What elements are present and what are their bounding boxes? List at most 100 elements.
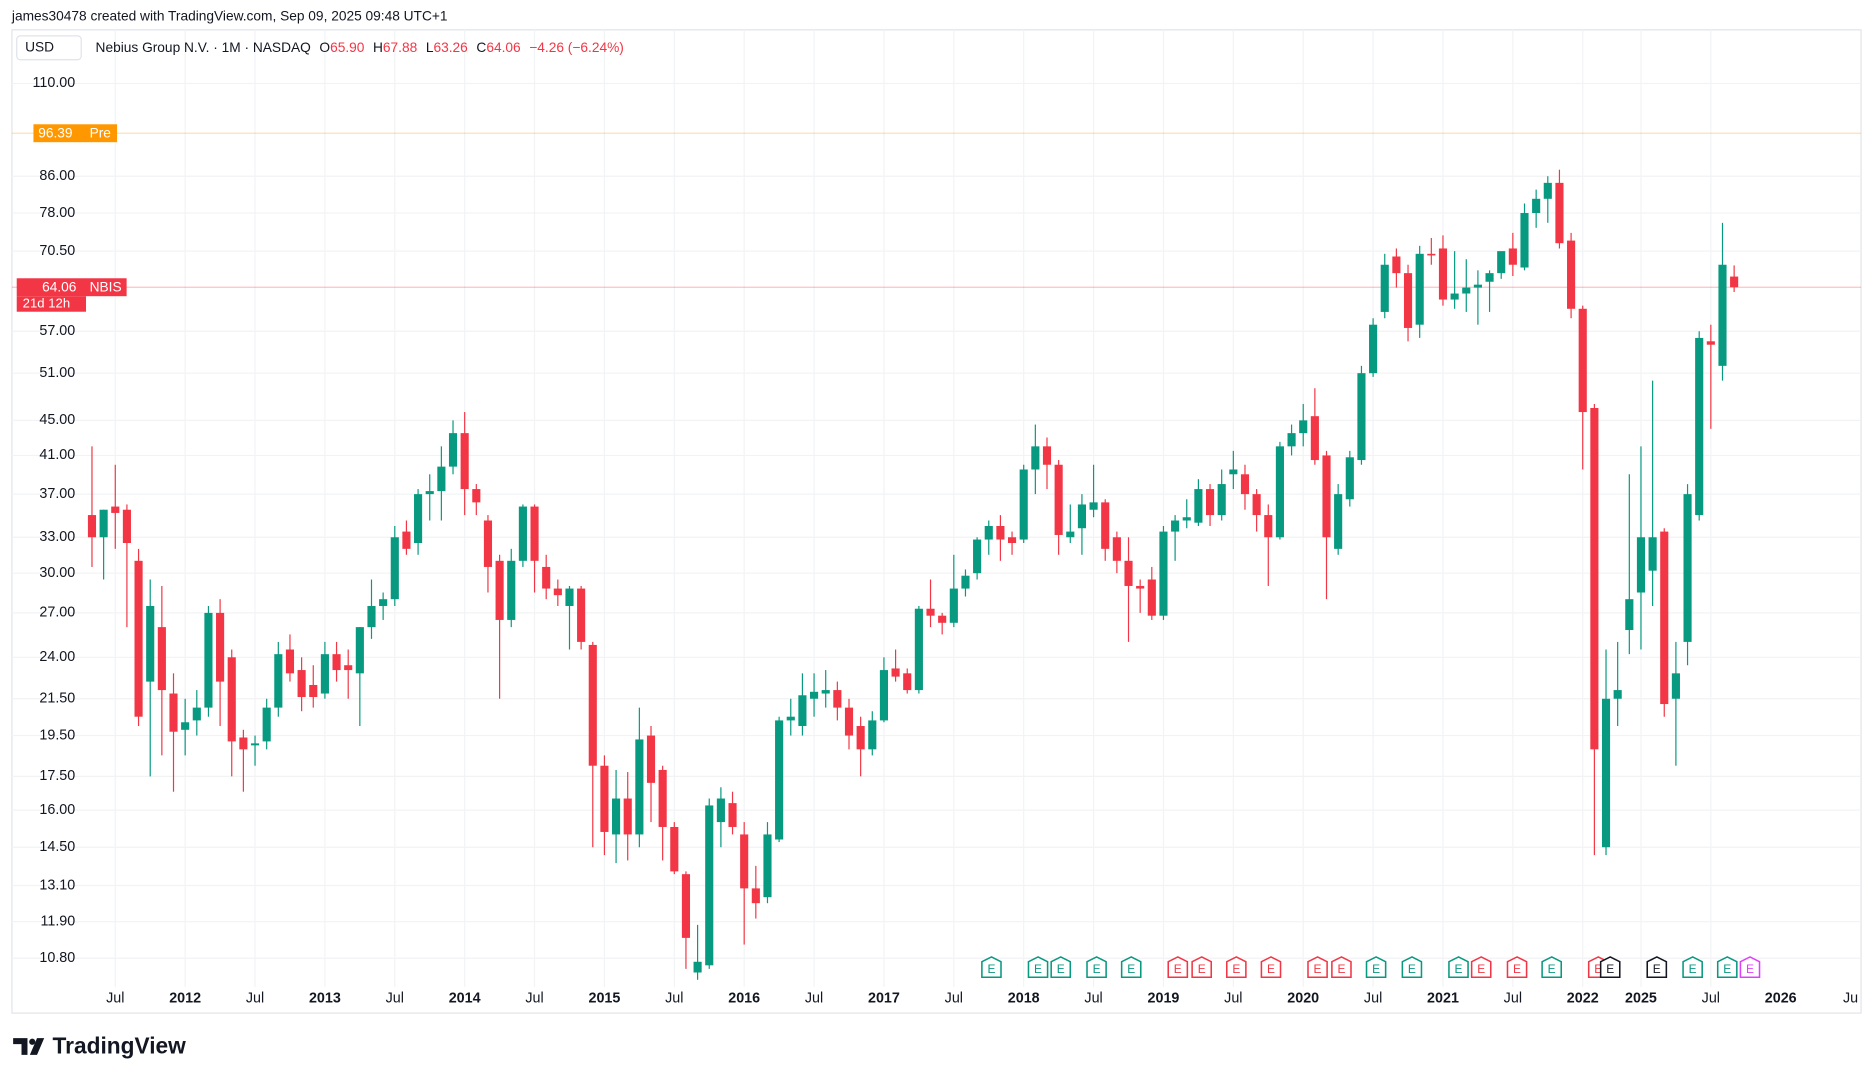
x-tick-label: 2020 bbox=[1287, 991, 1319, 1007]
earnings-marker bbox=[1086, 956, 1107, 979]
candle-body bbox=[460, 433, 469, 490]
x-tick-label: 2022 bbox=[1567, 991, 1599, 1007]
x-tick-label: Jul bbox=[1084, 991, 1102, 1007]
candle-body bbox=[1392, 256, 1401, 274]
candle-body bbox=[99, 509, 108, 538]
y-tick-label: 19.50 bbox=[39, 727, 75, 743]
candle-body bbox=[1555, 182, 1564, 244]
low-value: 63.26 bbox=[433, 39, 468, 54]
candle-body bbox=[716, 798, 725, 823]
x-tick-label: Jul bbox=[106, 991, 124, 1007]
candle-body bbox=[1054, 464, 1063, 535]
candle-body bbox=[1124, 560, 1133, 586]
candle-body bbox=[1718, 264, 1727, 366]
currency-box[interactable] bbox=[16, 35, 82, 61]
pane-border bbox=[11, 29, 1862, 1014]
currency[interactable]: USD bbox=[25, 39, 54, 54]
candle-body bbox=[844, 707, 854, 736]
x-tick-label: Jul bbox=[805, 991, 823, 1007]
candle-body bbox=[914, 608, 923, 691]
change: −4.26 (−6.24%) bbox=[529, 39, 624, 54]
candle-body bbox=[903, 673, 912, 691]
y-tick-label: 70.50 bbox=[39, 243, 75, 259]
candle-body bbox=[1427, 253, 1436, 256]
candle-body bbox=[379, 599, 388, 606]
earnings-marker bbox=[1225, 956, 1247, 979]
x-tick-label: 2019 bbox=[1148, 991, 1180, 1007]
candle-body bbox=[1159, 531, 1168, 616]
brand-logo: TradingView bbox=[13, 1033, 186, 1059]
earnings-label: E bbox=[1594, 962, 1602, 976]
candle-body bbox=[250, 743, 260, 746]
candle-body bbox=[355, 627, 364, 674]
y-tick-label: 45.00 bbox=[39, 412, 75, 428]
price-tag-name: NBIS bbox=[90, 279, 122, 294]
earnings-label: E bbox=[1093, 962, 1101, 976]
candle-body bbox=[996, 526, 1005, 540]
earnings-label: E bbox=[1477, 962, 1485, 976]
candle-body bbox=[1334, 494, 1343, 549]
candle-body bbox=[1543, 182, 1552, 199]
earnings-marker bbox=[1260, 956, 1282, 979]
candle-body bbox=[1380, 264, 1389, 312]
candle-body bbox=[122, 509, 131, 544]
earnings-label: E bbox=[1127, 962, 1135, 976]
candle-body bbox=[1066, 531, 1075, 538]
candle-body bbox=[192, 707, 201, 721]
candle-body bbox=[1147, 579, 1156, 616]
earnings-label: E bbox=[1548, 962, 1556, 976]
y-tick-label: 27.00 bbox=[39, 605, 75, 621]
candle-body bbox=[949, 588, 958, 623]
open-key: O bbox=[319, 39, 330, 54]
high-key: H bbox=[373, 39, 383, 54]
earnings-marker bbox=[1739, 956, 1761, 979]
earnings-marker bbox=[1191, 956, 1213, 979]
candle-body bbox=[274, 654, 283, 708]
candle-body bbox=[530, 506, 539, 561]
x-tick-label: Jul bbox=[665, 991, 683, 1007]
candle-body bbox=[646, 735, 656, 783]
candle-body bbox=[763, 834, 772, 898]
legend-line: Nebius Group N.V. · 1M · NASDAQ O65.90 H… bbox=[96, 39, 624, 54]
y-tick-label: 57.00 bbox=[39, 323, 75, 339]
candle-body bbox=[1229, 469, 1238, 475]
candle-body bbox=[670, 826, 679, 872]
candle-body bbox=[693, 961, 702, 973]
candle-body bbox=[833, 690, 842, 708]
candle-body bbox=[1625, 599, 1634, 631]
x-tick-label: 2021 bbox=[1427, 991, 1459, 1007]
candle-body bbox=[518, 506, 527, 561]
candle-body bbox=[1462, 287, 1471, 294]
candle-body bbox=[1287, 433, 1296, 447]
earnings-label: E bbox=[1174, 962, 1182, 976]
candle-body bbox=[1182, 517, 1191, 521]
price-tag-value: 64.06 bbox=[42, 279, 77, 294]
earnings-label: E bbox=[1057, 962, 1065, 976]
candle-body bbox=[891, 668, 900, 677]
y-tick-label: 33.00 bbox=[39, 529, 75, 545]
candle-body bbox=[367, 605, 376, 628]
candle-body bbox=[181, 722, 190, 730]
earnings-label: E bbox=[1314, 962, 1322, 976]
axis-labels: 110.00 86.00 78.00 70.50 57.00 51.00 45.00 41.0… bbox=[16, 75, 1858, 1007]
earnings-marker bbox=[1365, 956, 1387, 979]
candle-body bbox=[1089, 502, 1098, 510]
candle-body bbox=[1264, 515, 1273, 538]
candle-body bbox=[1613, 690, 1622, 699]
y-tick-label: 14.50 bbox=[39, 839, 75, 855]
low-key: L bbox=[426, 39, 434, 54]
earnings-marker bbox=[1599, 956, 1621, 979]
candle-body bbox=[1520, 213, 1529, 268]
y-tick-label: 17.50 bbox=[39, 768, 75, 784]
candle-body bbox=[1299, 420, 1308, 434]
candle-body bbox=[1171, 520, 1180, 532]
earnings-label: E bbox=[1689, 962, 1697, 976]
candle-body bbox=[1636, 537, 1646, 593]
x-tick-label: Jul bbox=[1702, 991, 1720, 1007]
candle-body bbox=[984, 526, 993, 540]
earnings-label: E bbox=[1653, 962, 1661, 976]
candle-body bbox=[1042, 446, 1052, 465]
candle-body bbox=[751, 888, 760, 904]
